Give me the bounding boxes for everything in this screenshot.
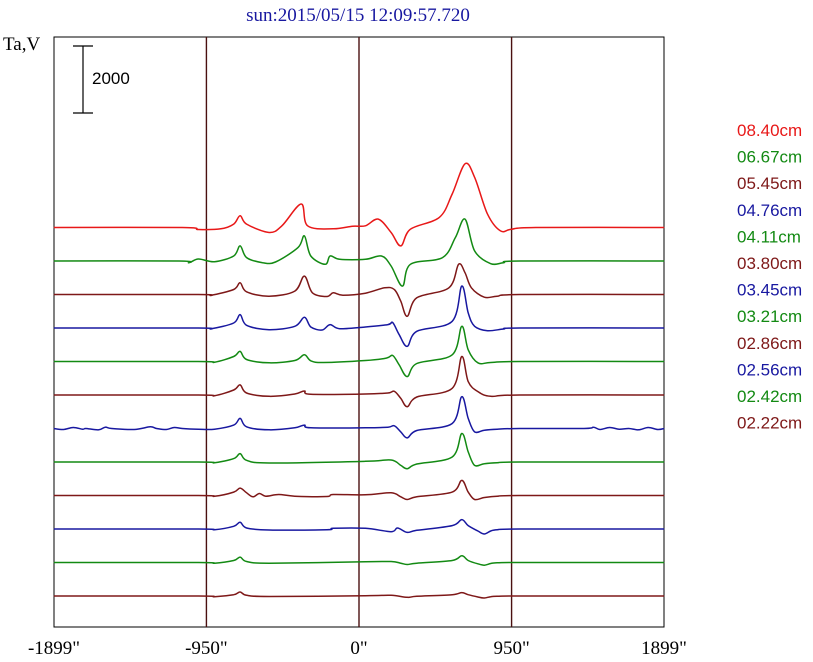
legend-entry: 05.45cm <box>737 174 802 193</box>
series-line-02-56cm <box>53 518 665 535</box>
series-line-04-11cm <box>53 325 665 378</box>
chart-title: sun:2015/05/15 12:09:57.720 <box>246 5 470 26</box>
x-tick-label: -1899" <box>28 638 80 659</box>
legend-entry: 03.45cm <box>737 281 802 300</box>
series-line-06-67cm <box>53 218 665 287</box>
series-line-02-86cm <box>53 479 665 501</box>
legend-entry: 03.80cm <box>737 254 802 273</box>
legend-entry: 03.21cm <box>737 307 802 326</box>
legend: 08.40cm 06.67cm 05.45cm 04.76cm 04.11cm 03.80… <box>737 121 802 433</box>
legend-entry: 06.67cm <box>737 148 802 167</box>
series-line-03-80cm <box>53 355 665 408</box>
series-line-03-21cm <box>53 432 665 470</box>
scale-bar: 2000 <box>73 45 130 114</box>
vertical-gridlines <box>205 37 513 627</box>
x-tick-label: 950" <box>493 638 529 659</box>
series-line-08-40cm <box>53 162 665 247</box>
legend-entry: 02.56cm <box>737 360 802 379</box>
x-tick-labels: -1899" -950" 0" 950" 1899" <box>28 638 687 659</box>
legend-entry: 02.22cm <box>737 414 802 433</box>
legend-entry: 04.11cm <box>737 227 801 246</box>
x-tick-label: 0" <box>350 638 367 659</box>
series-line-02-42cm <box>53 555 665 566</box>
scale-bar-label: 2000 <box>92 69 130 88</box>
series-line-04-76cm <box>53 285 665 348</box>
legend-entry: 04.76cm <box>737 201 802 220</box>
series-line-03-45cm <box>53 395 665 439</box>
series-line-05-45cm <box>53 263 665 318</box>
series-line-02-22cm <box>53 591 665 599</box>
x-tick-label: -950" <box>185 638 228 659</box>
trace-group <box>53 162 665 599</box>
x-tick-label: 1899" <box>641 638 687 659</box>
legend-entry: 02.42cm <box>737 387 802 406</box>
legend-entry: 02.86cm <box>737 334 802 353</box>
y-axis-label: Ta,V <box>3 34 40 55</box>
legend-entry: 08.40cm <box>737 121 802 140</box>
